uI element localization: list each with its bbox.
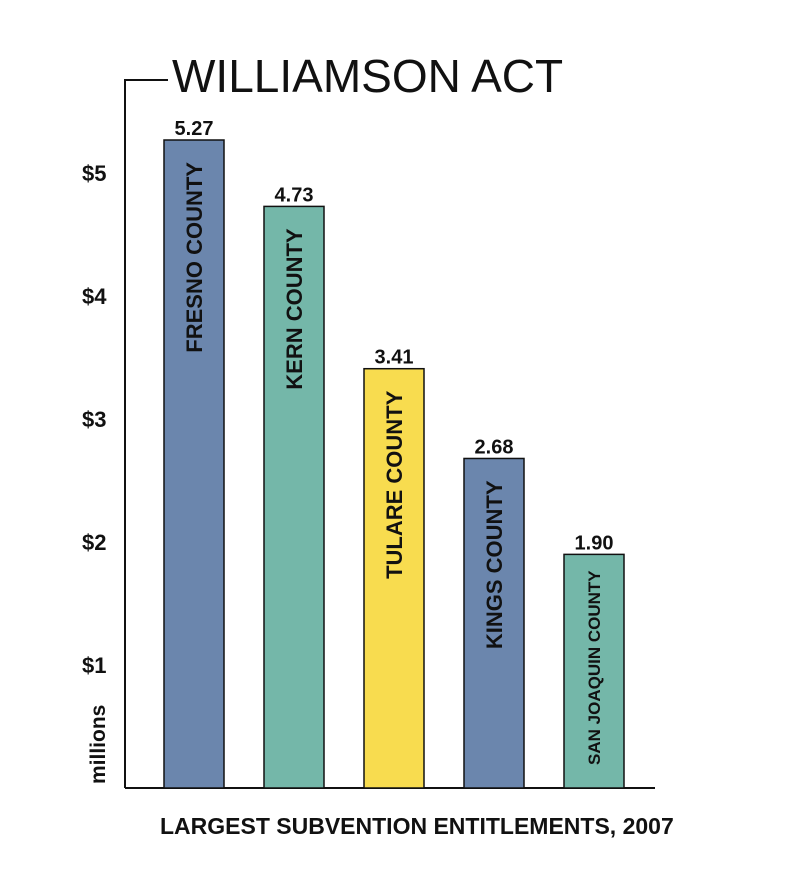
bar-category-label: TULARE COUNTY: [382, 390, 407, 579]
bar: [563, 553, 625, 789]
bar-value-label: 1.90: [575, 532, 614, 554]
bars: 5.27 FRESNO COUNTY 4.73 KERN COUNTY 3.41 TULA…: [163, 118, 625, 789]
chart-title: WILLIAMSON ACT: [172, 50, 563, 102]
bar: [463, 457, 525, 789]
bar: [163, 139, 225, 789]
bar-value-label: 5.27: [175, 118, 214, 140]
y-axis-ticks: $1 $2 $3 $4 $5: [82, 161, 107, 678]
bar-category-label: FRESNO COUNTY: [182, 162, 207, 353]
bar-value-label: 4.73: [275, 184, 314, 206]
y-axis-unit-label: millions: [87, 705, 110, 784]
y-tick-label: $1: [82, 653, 106, 678]
bar-category-label: KINGS COUNTY: [482, 480, 507, 649]
chart-caption: LARGEST SUBVENTION ENTITLEMENTS, 2007: [160, 813, 674, 839]
bar-value-label: 3.41: [375, 347, 414, 369]
y-tick-label: $2: [82, 530, 106, 555]
bar-category-label: KERN COUNTY: [282, 228, 307, 390]
y-tick-label: $4: [82, 284, 107, 309]
y-tick-label: $5: [82, 161, 106, 186]
bar: [263, 205, 325, 789]
y-tick-label: $3: [82, 407, 106, 432]
bar-value-label: 2.68: [475, 436, 514, 458]
bar-category-label: SAN JOAQUIN COUNTY: [585, 570, 604, 765]
bar: [363, 367, 425, 789]
